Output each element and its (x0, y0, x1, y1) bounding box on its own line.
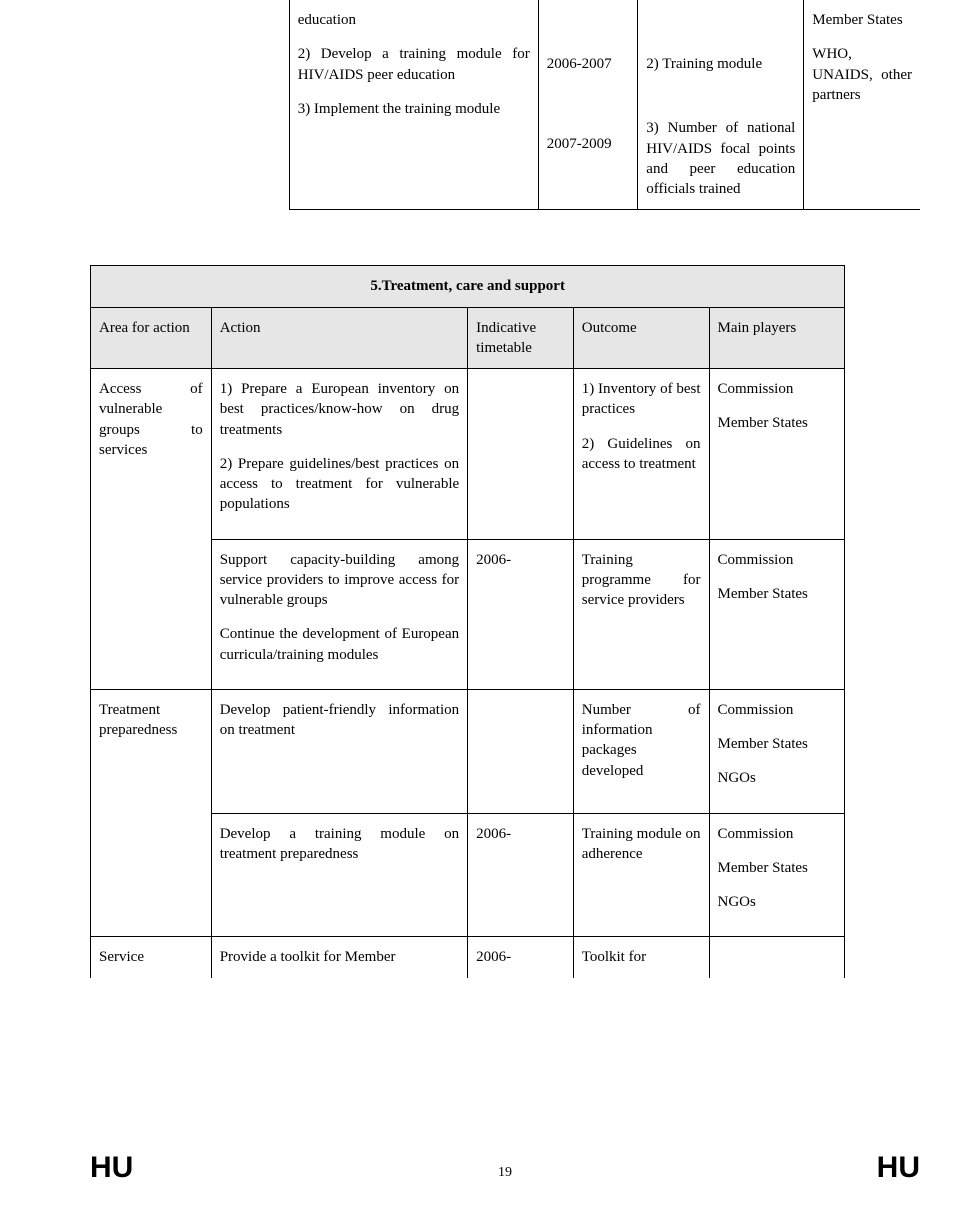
page-footer: HU 19 HU (0, 1151, 960, 1185)
table-row: Develop a training module on treatment p… (91, 813, 845, 937)
text: 2) Develop a training module for HIV/AID… (298, 44, 530, 85)
table-cell-timetable: 2006-2007 2007-2009 (538, 0, 638, 210)
col-header-area: Area for action (91, 307, 212, 369)
cell-area: Treatment preparedness (91, 689, 212, 813)
cell-area (91, 539, 212, 689)
cell-main: CommissionMember States (709, 539, 845, 689)
cell-outcome: Number of information packages developed (573, 689, 709, 813)
table-education-continuation: education 2) Develop a training module f… (90, 0, 920, 210)
section-title: 5.Treatment, care and support (91, 266, 845, 307)
cell-outcome: Training programme for service providers (573, 539, 709, 689)
col-header-mainplayers: Main players (709, 307, 845, 369)
text: 2006-2007 (547, 54, 630, 74)
cell-time: 2006- (468, 813, 574, 937)
cell-time: 2006- (468, 539, 574, 689)
text: 3) Implement the training module (298, 99, 530, 119)
text: 3) Number of national HIV/AIDS focal poi… (646, 118, 795, 199)
table-row: Support capacity-building among service … (91, 539, 845, 689)
text: 2007-2009 (547, 134, 630, 154)
col-header-action: Action (211, 307, 467, 369)
cell-time (468, 369, 574, 540)
cell-area (91, 813, 212, 937)
cell-time (468, 689, 574, 813)
cell-action: Support capacity-building among service … (211, 539, 467, 689)
cell-area: Access of vulnerable groups to services (91, 369, 212, 540)
cell-outcome: Toolkit for (573, 937, 709, 978)
cell-action: Provide a toolkit for Member (211, 937, 467, 978)
text: education (298, 10, 530, 30)
cell-outcome: Training module on adherence (573, 813, 709, 937)
table-row: Service Provide a toolkit for Member 200… (91, 937, 845, 978)
table-row: Treatment preparedness Develop patient-f… (91, 689, 845, 813)
text: Member States (812, 10, 912, 30)
table-cell-action: education 2) Develop a training module f… (289, 0, 538, 210)
cell-main: CommissionMember StatesNGOs (709, 813, 845, 937)
cell-time: 2006- (468, 937, 574, 978)
table-cell-outcome: 2) Training module 3) Number of national… (638, 0, 804, 210)
cell-main (709, 937, 845, 978)
footer-left: HU (90, 1151, 133, 1185)
footer-right: HU (877, 1151, 920, 1185)
table-treatment-care-support: 5.Treatment, care and support Area for a… (90, 265, 845, 977)
cell-area: Service (91, 937, 212, 978)
table-cell-mainplayers: Member States WHO, UNAIDS, other partner… (804, 0, 920, 210)
page-number: 19 (498, 1165, 512, 1185)
table-header-row: Area for action Action Indicative timeta… (91, 307, 845, 369)
table-cell (90, 0, 289, 210)
text: 2) Training module (646, 54, 795, 74)
cell-action: Develop patient-friendly information on … (211, 689, 467, 813)
cell-action: 1) Prepare a European inventory on best … (211, 369, 467, 540)
cell-main: CommissionMember StatesNGOs (709, 689, 845, 813)
col-header-outcome: Outcome (573, 307, 709, 369)
col-header-timetable: Indicative timetable (468, 307, 574, 369)
cell-outcome: 1) Inventory of best practices2) Guideli… (573, 369, 709, 540)
table-row: Access of vulnerable groups to services … (91, 369, 845, 540)
cell-action: Develop a training module on treatment p… (211, 813, 467, 937)
text: WHO, UNAIDS, other partners (812, 44, 912, 105)
cell-main: CommissionMember States (709, 369, 845, 540)
